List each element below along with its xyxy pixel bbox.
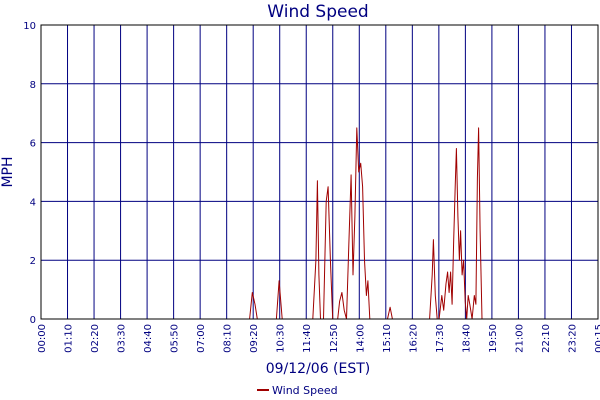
- x-tick-label: 23:20: [567, 324, 578, 353]
- x-tick-label: 01:10: [64, 324, 75, 353]
- x-tick-label: 00:00: [37, 324, 48, 353]
- x-tick-label: 22:10: [541, 324, 552, 353]
- x-tick-label: 09:20: [249, 324, 260, 353]
- legend: Wind Speed: [257, 384, 338, 397]
- x-tick-label: 04:40: [143, 324, 154, 353]
- x-tick-label: 21:00: [514, 324, 525, 353]
- y-tick-label: 10: [23, 21, 36, 32]
- x-tick-label: 05:50: [170, 324, 181, 353]
- x-axis-label: 09/12/06 (EST): [266, 361, 371, 377]
- x-tick-label: 12:50: [329, 324, 340, 353]
- x-tick-label: 00:15: [594, 324, 600, 353]
- x-tick-label: 02:20: [90, 324, 101, 353]
- x-tick-label: 08:10: [223, 324, 234, 353]
- y-tick-label: 6: [30, 139, 36, 150]
- x-tick-label: 15:10: [382, 324, 393, 353]
- y-tick-labels: 0 2 4 6 8 10: [23, 21, 36, 326]
- y-tick-label: 0: [30, 315, 36, 326]
- plot-border: [40, 24, 599, 320]
- x-tick-label: 07:00: [196, 324, 207, 353]
- plot-area: [41, 25, 598, 319]
- x-tick-label: 16:20: [408, 324, 419, 353]
- x-tick-label: 11:40: [302, 324, 313, 353]
- y-axis-label: MPH: [0, 156, 16, 187]
- x-tick-labels: 00:00 01:10 02:20 03:30 04:40 05:50 07:00 08:10…: [37, 324, 600, 353]
- chart-title: Wind Speed: [267, 2, 368, 22]
- y-tick-label: 2: [30, 256, 36, 267]
- x-tick-label: 17:30: [435, 324, 446, 353]
- y-tick-label: 8: [30, 80, 36, 91]
- x-tick-label: 18:40: [461, 324, 472, 353]
- x-tick-label: 03:30: [117, 324, 128, 353]
- y-tick-label: 4: [30, 197, 36, 208]
- x-tick-label: 19:50: [488, 324, 499, 353]
- x-tick-label: 14:00: [355, 324, 366, 353]
- x-tick-label: 10:30: [276, 324, 287, 353]
- legend-label: Wind Speed: [272, 384, 338, 397]
